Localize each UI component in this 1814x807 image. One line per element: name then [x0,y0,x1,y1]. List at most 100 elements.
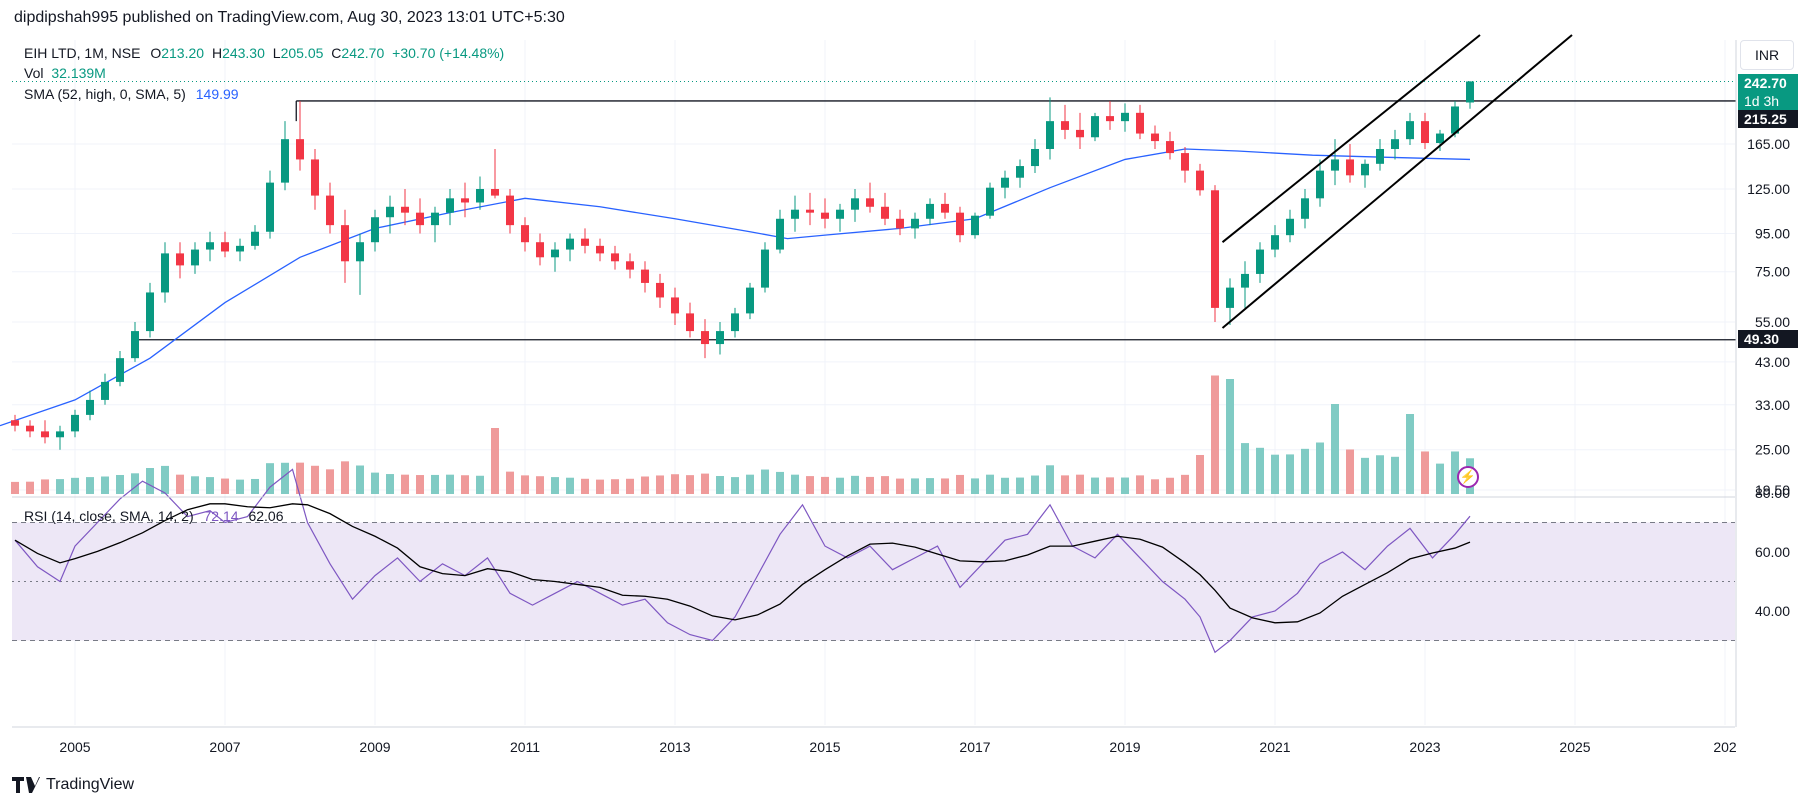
y-tick-label: 25.00 [1755,442,1790,458]
candle-body [461,198,469,203]
candle-body [131,331,139,359]
candle-body [221,242,229,252]
candle-body [116,358,124,382]
volume-bar [836,477,844,494]
candle-body [1301,198,1309,219]
countdown-tag: 1d 3h [1738,92,1798,110]
chart-canvas[interactable]: 2005 2007 2009 2011 2013 2015 2017 2019 2021 2023… [0,0,1814,760]
volume-bar [596,479,604,494]
candle-body [1316,170,1324,199]
candle-body [656,282,664,298]
candle-body [1451,106,1459,134]
candle-body [386,206,394,218]
volume-bar [476,475,484,494]
candle-body [671,297,679,314]
candle-body [1061,121,1069,130]
volume-bar [1016,477,1024,494]
candle-body [1016,166,1024,178]
volume-bar [866,476,874,494]
candle-body [731,313,739,332]
volume-bar [446,474,454,494]
candle-body [1181,153,1189,171]
rsi-tick-label: 40.00 [1755,603,1790,619]
volume-bar [311,465,319,494]
currency-button[interactable]: INR [1740,40,1794,70]
volume-bar [1451,451,1459,494]
vol-value: 32.139M [51,65,106,81]
volume-bar [401,474,409,494]
volume-bar [1151,479,1159,494]
volume-bar [71,477,79,494]
volume-bar [1346,449,1354,494]
x-tick-label: 2025 [1559,739,1590,755]
volume-bar [11,481,19,494]
candle-body [956,212,964,236]
volume-bar [1166,477,1174,494]
x-tick-label: 2019 [1109,739,1140,755]
volume-bar [701,473,709,494]
channel-upper [1221,34,1481,243]
volume-bar [641,476,649,494]
low-label: L [272,45,281,61]
candle-body [191,249,199,266]
channel-lower [1221,34,1573,329]
candle-body [821,212,829,219]
volume-bar [1106,477,1114,494]
rsi-tick-label: 60.00 [1755,544,1790,560]
candle-body [1286,218,1294,236]
volume-bar [581,478,589,494]
volume-bar [296,462,304,494]
x-tick-label: 2009 [359,739,390,755]
candle-body [581,238,589,246]
x-tick-label: 2017 [959,739,990,755]
published-header: dipdipshah995 published on TradingView.c… [14,9,565,26]
candle-body [716,331,724,345]
candle-body [1331,159,1339,171]
volume-bar [236,479,244,494]
sma-label: SMA (52, high, 0, SMA, 5) [24,86,186,102]
volume-bar [896,478,904,494]
volume-bar [731,477,739,494]
x-tick-label: 2005 [59,739,90,755]
volume-bars [11,375,1474,494]
volume-bar [536,476,544,494]
sma-polyline [0,148,1471,427]
volume-bar [341,461,349,494]
candle-body [416,212,424,226]
rsi-legend: RSI (14, close, SMA, 14, 2) 72.14 62.06 [24,508,284,524]
volume-bar [1061,475,1069,494]
rsi-label: RSI (14, close, SMA, 14, 2) [24,508,194,524]
high-label: H [211,45,223,61]
volume-bar [101,476,109,494]
candle-body [626,261,634,270]
candle-body [641,269,649,283]
volume-bar [86,477,94,494]
main-legend: EIH LTD, 1M, NSE O213.20 H243.30 L205.05… [24,45,504,61]
candle-body [1436,133,1444,144]
volume-bar [806,476,814,494]
volume-bar [1136,475,1144,494]
volume-bar [776,471,784,494]
rsi-polyline [14,468,1471,654]
volume-bar [1301,448,1309,494]
volume-bar [1391,456,1399,494]
candle-body [1391,139,1399,149]
y-tick-label: 95.00 [1755,225,1790,241]
candle-body [1031,148,1039,167]
volume-bar [551,477,559,494]
channel-lines [1221,34,1573,329]
open-label: O [150,45,162,61]
candle-body [1166,141,1174,154]
candle-body [851,198,859,210]
volume-bar [491,428,499,494]
lightning-icon[interactable]: ⚡ [1457,466,1479,488]
candle-body [341,225,349,262]
tradingview-logo-icon [12,777,40,793]
price-axis: 2005 2007 2009 2011 2013 2015 2017 2019 2021 2023… [12,40,1790,755]
candle-body [296,139,304,160]
candle-body [1151,133,1159,142]
volume-bar [971,478,979,494]
candle-body [71,414,79,432]
x-tick-label: 2007 [209,739,240,755]
volume-bar [416,475,424,494]
